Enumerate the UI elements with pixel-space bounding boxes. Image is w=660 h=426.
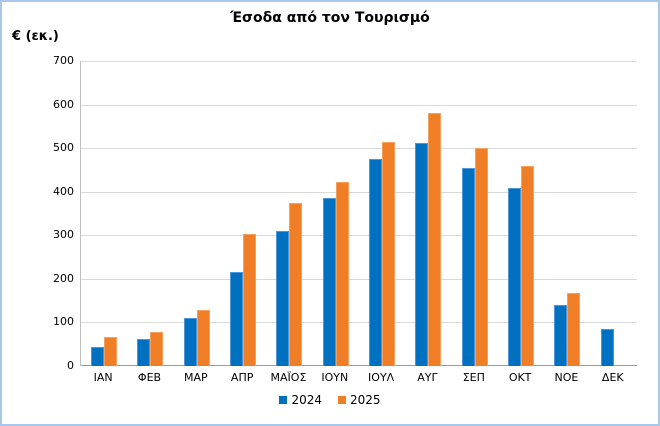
chart-title: Έσοδα από τον Τουρισμό: [230, 10, 430, 26]
bar-group-ΙΑΝ: [81, 61, 127, 366]
y-tick-label-500: 500: [53, 141, 74, 155]
y-tick-label-600: 600: [53, 97, 74, 111]
bar-group-ΟΚΤ: [498, 61, 544, 366]
y-tick-label-700: 700: [53, 54, 74, 67]
bar-2024-ΜΑΡ: [183, 318, 197, 366]
bar-group-ΑΥΓ: [405, 61, 451, 366]
y-tick-label-100: 100: [53, 315, 74, 329]
x-axis-label-ΜΑΪΟΣ: ΜΑΪΟΣ: [270, 371, 307, 384]
gridline-700: [81, 61, 637, 62]
x-axis-label-ΦΕΒ: ΦΕΒ: [137, 371, 162, 384]
bar-group-ΑΠΡ: [220, 61, 266, 366]
bar-2025-ΜΑΪΟΣ: [289, 203, 303, 366]
gridline-300: [81, 235, 637, 237]
bar-2025-ΙΟΥΝ: [335, 182, 349, 366]
bar-group-ΜΑΪΟΣ: [266, 61, 312, 366]
bar-group-ΙΟΥΛ: [359, 61, 405, 366]
bar-2025-ΙΑΝ: [104, 336, 118, 366]
gridline-600: [81, 104, 637, 106]
bar-group-ΜΑΡ: [174, 61, 220, 366]
x-axis-label-ΜΑΡ: ΜΑΡ: [183, 371, 208, 384]
bar-2024-ΣΕΠ: [461, 168, 475, 366]
bar-2025-ΟΚΤ: [521, 166, 535, 366]
x-axis-label-ΝΟΕ: ΝΟΕ: [554, 371, 579, 384]
legend-swatch-icon: [338, 396, 346, 404]
bar-groups: [81, 61, 637, 366]
bar-group-ΙΟΥΝ: [313, 61, 359, 366]
gridline-400: [81, 191, 637, 193]
x-axis-label-ΙΟΥΝ: ΙΟΥΝ: [321, 371, 349, 384]
bar-2025-ΜΑΡ: [196, 310, 210, 366]
bar-2025-ΦΕΒ: [150, 332, 164, 366]
x-axis-label-ΑΥΓ: ΑΥΓ: [417, 371, 438, 384]
x-axis-label-ΙΟΥΛ: ΙΟΥΛ: [368, 371, 395, 384]
bar-group-ΝΟΕ: [544, 61, 590, 366]
y-tick-label-400: 400: [53, 184, 74, 198]
bar-2024-ΙΑΝ: [91, 346, 105, 366]
bar-group-ΦΕΒ: [127, 61, 173, 366]
y-tick-label-0: 0: [67, 359, 74, 372]
bar-2024-ΙΟΥΝ: [322, 197, 336, 366]
bar-2024-ΜΑΪΟΣ: [276, 230, 290, 366]
x-axis-line: [81, 365, 637, 366]
legend-item-2024: 2024: [279, 393, 322, 407]
bar-group-ΔΕΚ: [591, 61, 637, 366]
gridline-100: [81, 322, 637, 324]
y-tick-label-200: 200: [53, 271, 74, 285]
bar-2025-ΙΟΥΛ: [382, 142, 396, 366]
bar-2025-ΣΕΠ: [474, 148, 488, 366]
x-axis-label-ΙΑΝ: ΙΑΝ: [93, 371, 113, 384]
bar-2024-ΔΕΚ: [600, 328, 614, 366]
bar-2025-ΑΠΡ: [243, 233, 257, 366]
legend-label: 2024: [291, 393, 322, 407]
bar-group-ΣΕΠ: [452, 61, 498, 366]
legend-label: 2025: [350, 393, 381, 407]
bar-2024-ΦΕΒ: [137, 339, 151, 366]
bar-2024-ΙΟΥΛ: [369, 159, 383, 366]
bar-2024-ΑΠΡ: [230, 271, 244, 366]
legend-item-2025: 2025: [338, 393, 381, 407]
bar-2024-ΑΥΓ: [415, 143, 429, 366]
plot-area: [80, 61, 637, 366]
bar-2024-ΟΚΤ: [508, 188, 522, 366]
legend: 2024 2025: [2, 393, 658, 407]
x-axis-label-ΑΠΡ: ΑΠΡ: [230, 371, 254, 384]
y-tick-label-300: 300: [53, 228, 74, 242]
bar-2025-ΝΟΕ: [567, 292, 581, 366]
x-axis-label-ΣΕΠ: ΣΕΠ: [462, 371, 485, 384]
gridline-500: [81, 148, 637, 150]
x-axis-label-ΔΕΚ: ΔΕΚ: [601, 371, 624, 384]
x-axis-labels: ΙΑΝ ΦΕΒ ΜΑΡ ΑΠΡ ΜΑΪΟΣ ΙΟΥΝ ΙΟΥΛ ΑΥΓ ΣΕΠ ΟΚΤ ΝΟΕ ΔΕΚ: [80, 371, 636, 384]
y-axis-unit-label: € (εκ.): [12, 29, 59, 44]
bar-2024-ΝΟΕ: [554, 305, 568, 366]
x-axis-label-ΟΚΤ: ΟΚΤ: [508, 371, 532, 384]
gridline-200: [81, 278, 637, 280]
legend-swatch-icon: [279, 396, 288, 404]
bar-2025-ΑΥΓ: [428, 112, 442, 366]
